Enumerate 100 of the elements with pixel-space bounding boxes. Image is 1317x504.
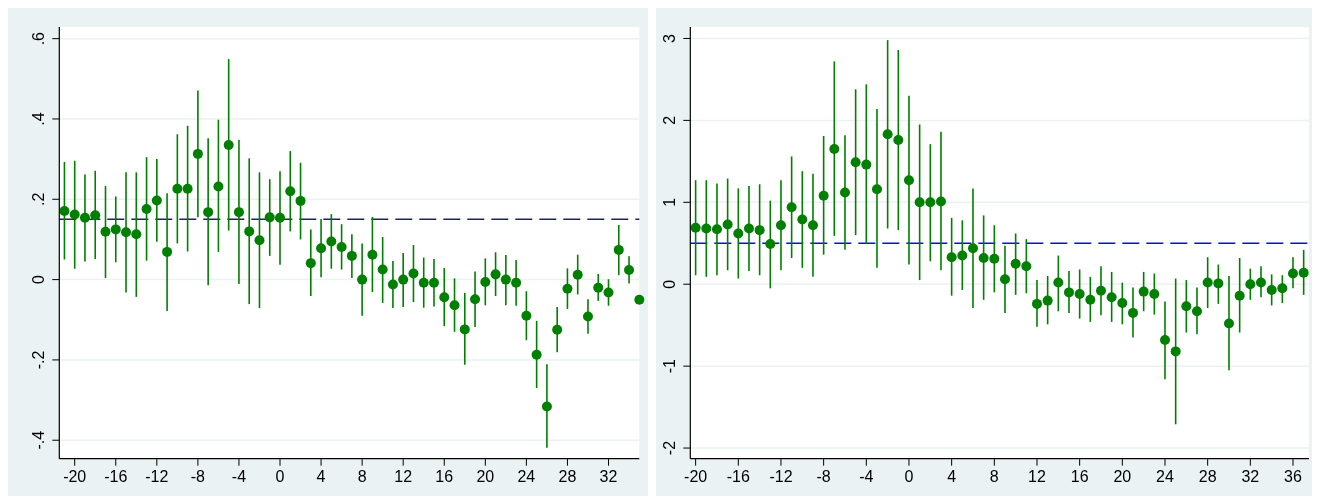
point: [500, 274, 511, 285]
x-tick-label: 0: [275, 467, 285, 485]
point: [1053, 277, 1064, 288]
y-tick-label: .4: [29, 112, 47, 126]
point: [1085, 294, 1096, 305]
point: [603, 287, 614, 298]
point: [624, 264, 635, 275]
x-tick-label: -4: [231, 467, 247, 485]
point: [946, 252, 957, 263]
x-tick-label: 16: [435, 467, 454, 485]
point: [346, 250, 357, 261]
point: [1202, 277, 1213, 288]
point: [110, 224, 121, 235]
x-tick-label: 12: [1028, 467, 1046, 485]
point: [754, 225, 765, 236]
point: [807, 220, 818, 231]
x-tick-label: -20: [684, 467, 708, 485]
point: [582, 311, 593, 322]
point: [275, 212, 286, 223]
x-tick-label: 4: [947, 467, 957, 485]
point: [100, 226, 111, 237]
point: [357, 274, 368, 285]
point: [490, 269, 501, 280]
point: [572, 269, 583, 280]
point: [552, 324, 563, 335]
x-tick-label: -4: [859, 467, 874, 485]
point: [151, 195, 162, 206]
x-tick-label: 8: [989, 467, 999, 485]
point: [1031, 298, 1042, 309]
x-tick-label: 4: [316, 467, 326, 485]
point: [428, 277, 439, 288]
point: [1234, 290, 1245, 301]
x-tick-label: 0: [904, 467, 914, 485]
x-tick-label: -12: [145, 467, 169, 485]
x-tick-label: 28: [1198, 467, 1217, 485]
point: [882, 129, 893, 140]
point: [1181, 301, 1192, 312]
y-tick-label: -.2: [29, 350, 47, 370]
point: [203, 207, 214, 218]
point: [957, 250, 968, 261]
point: [182, 183, 193, 194]
point: [233, 207, 244, 218]
point: [244, 226, 255, 237]
point: [978, 253, 989, 264]
point: [786, 202, 797, 213]
point: [387, 279, 398, 290]
point: [59, 205, 70, 216]
point: [871, 184, 882, 195]
point: [69, 209, 80, 220]
point: [1245, 279, 1256, 290]
point: [336, 242, 347, 253]
point: [254, 235, 265, 246]
point: [511, 277, 522, 288]
point: [541, 401, 552, 412]
x-tick-label: 12: [394, 467, 413, 485]
point: [305, 258, 316, 269]
point: [408, 268, 419, 279]
point: [326, 236, 337, 247]
point: [1117, 298, 1128, 309]
point: [295, 195, 306, 206]
point: [701, 223, 712, 234]
x-tick-label: 24: [1156, 467, 1174, 485]
point: [989, 253, 1000, 264]
y-tick-label: 0: [660, 279, 678, 289]
point: [1277, 283, 1288, 294]
point: [733, 228, 744, 239]
point: [562, 283, 573, 294]
point: [925, 197, 936, 208]
x-tick-label: 36: [1284, 467, 1302, 485]
point: [285, 186, 296, 197]
point: [850, 157, 861, 168]
y-tick-label: -2: [660, 440, 678, 456]
point: [480, 277, 491, 287]
point: [690, 222, 701, 233]
point: [141, 203, 152, 214]
point: [192, 148, 203, 159]
point: [1224, 318, 1234, 329]
point: [162, 246, 173, 257]
point: [377, 264, 388, 275]
point: [797, 214, 808, 225]
point: [1159, 334, 1170, 345]
y-tick-label: 1: [660, 197, 678, 207]
x-tick-label: -16: [726, 467, 750, 485]
point: [439, 292, 450, 303]
point: [79, 212, 90, 223]
y-tick-label: 3: [660, 33, 678, 43]
point: [1010, 258, 1021, 269]
point: [223, 140, 234, 151]
point: [1213, 278, 1224, 289]
point: [765, 239, 776, 250]
x-tick-label: 28: [558, 467, 577, 485]
point: [470, 294, 481, 305]
point: [967, 243, 978, 254]
point: [861, 159, 872, 170]
y-tick-label: -.4: [29, 430, 47, 450]
point: [818, 190, 829, 201]
y-tick-label: -1: [660, 358, 678, 374]
point: [722, 219, 733, 230]
point: [316, 243, 327, 254]
x-tick-label: -16: [104, 467, 128, 485]
